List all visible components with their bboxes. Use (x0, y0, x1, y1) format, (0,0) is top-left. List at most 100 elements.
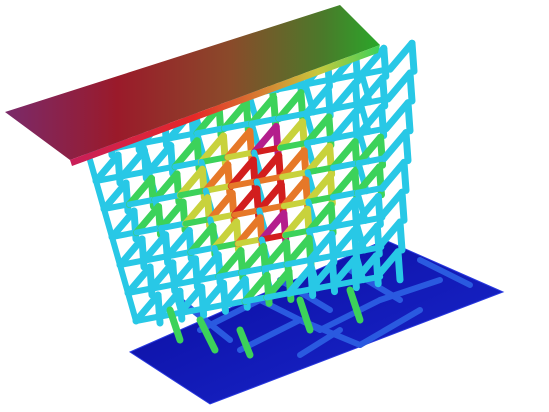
truss-chord (228, 178, 261, 190)
truss-diagonal (151, 170, 181, 204)
truss-diagonal (329, 79, 359, 113)
truss-chord (198, 154, 231, 166)
truss-diagonal (329, 138, 359, 172)
truss-diagonal (304, 142, 334, 176)
base-strut (357, 307, 423, 348)
truss-diagonal (263, 267, 293, 301)
truss-chord (253, 173, 286, 185)
truss-chord (224, 149, 257, 161)
truss-diagonal (248, 94, 278, 128)
base-plate (128, 239, 505, 405)
truss-chord (151, 191, 184, 203)
truss-diagonal (329, 108, 359, 142)
truss-diagonal (358, 44, 388, 78)
truss-diagonal (303, 113, 333, 147)
truss-diagonal (197, 279, 227, 313)
truss-chord (274, 81, 307, 93)
truss-chord (166, 130, 199, 142)
truss-diagonal (125, 174, 155, 208)
support-leg (166, 306, 184, 344)
support-leg (236, 326, 254, 359)
truss-chord (302, 76, 335, 88)
truss-diagonal (234, 214, 264, 248)
truss-diagonal (258, 209, 288, 243)
truss-diagonal (384, 69, 414, 103)
truss-chord (93, 173, 125, 184)
truss-diagonal (353, 163, 383, 197)
support-leg (346, 286, 364, 324)
truss-diagonal (118, 146, 148, 180)
truss-chord (330, 71, 363, 83)
truss-chord (279, 168, 312, 180)
truss-diagonal (260, 238, 290, 272)
truss-diagonal (280, 176, 310, 210)
truss-chord (145, 163, 178, 175)
truss-chord (330, 100, 363, 112)
truss-diagonal (372, 248, 402, 282)
truss-chord (194, 125, 227, 137)
truss-diagonal (171, 137, 201, 171)
truss-diagonal (154, 287, 184, 321)
truss-chord (304, 164, 337, 176)
truss-diagonal (305, 201, 335, 235)
truss-diagonal (169, 255, 199, 289)
truss-post (117, 262, 131, 296)
truss-diagonal (398, 188, 408, 224)
truss-diagonal (147, 259, 177, 293)
truss-diagonal (255, 180, 285, 214)
truss-diagonal (133, 203, 163, 237)
truss-diagonal (227, 156, 257, 190)
truss-diagonal (378, 158, 408, 192)
truss-chord (139, 135, 172, 147)
truss-chord (172, 158, 205, 170)
truss-chord (357, 95, 390, 107)
truss-chord (355, 155, 388, 167)
truss-diagonal (238, 243, 268, 277)
truss-diagonal (329, 197, 359, 231)
truss-post (125, 290, 139, 324)
truss-chord (126, 196, 159, 208)
truss-diagonal (350, 252, 380, 286)
truss-diagonal (394, 248, 404, 284)
truss-diagonal (231, 185, 261, 219)
truss-diagonal (157, 198, 187, 232)
truss-diagonal (396, 218, 406, 254)
truss-diagonal (92, 151, 122, 185)
base-strut (417, 257, 473, 288)
truss-diagonal (374, 218, 404, 252)
support-leg (196, 316, 219, 354)
truss-chord (221, 120, 254, 132)
truss-diagonal (187, 222, 217, 256)
truss-diagonal (404, 99, 414, 135)
truss-diagonal (100, 179, 130, 213)
base-strut (237, 317, 303, 353)
truss-diagonal (400, 158, 410, 194)
truss-diagonal (140, 231, 170, 265)
truss-chord (303, 135, 336, 147)
truss-diagonal (219, 275, 249, 309)
truss-diagonal (386, 39, 416, 73)
truss-diagonal (241, 271, 271, 305)
truss-chord (177, 187, 210, 199)
truss-diagonal (281, 205, 311, 239)
truss-diagonal (116, 235, 146, 269)
truss-chord (356, 125, 389, 137)
truss-diagonal (329, 226, 359, 260)
truss-diagonal (283, 234, 313, 268)
truss-diagonal (306, 230, 336, 264)
top-plate-edge (70, 45, 380, 166)
truss-diagonal (355, 133, 385, 167)
truss-diagonal (250, 123, 280, 157)
truss-diagonal (124, 263, 154, 297)
truss-chord (119, 168, 152, 180)
truss-post (101, 206, 115, 240)
truss-diagonal (132, 291, 162, 325)
truss-chord (277, 139, 310, 151)
truss-diagonal (176, 165, 206, 199)
truss-diagonal (406, 69, 416, 105)
truss-diagonal (253, 152, 283, 186)
truss-diagonal (277, 118, 307, 152)
truss-diagonal (192, 251, 222, 285)
